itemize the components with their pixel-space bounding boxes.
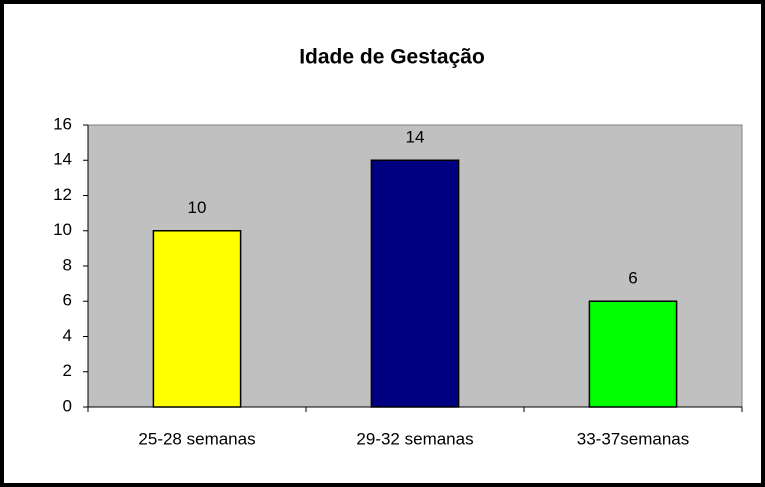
bar <box>588 300 678 408</box>
x-tick-label: 25-28 semanas <box>138 429 255 448</box>
x-tick-label: 33-37semanas <box>577 429 689 448</box>
bar <box>152 230 242 408</box>
y-tick-label: 2 <box>63 361 72 380</box>
y-tick-label: 6 <box>63 291 72 310</box>
y-tick-label: 8 <box>63 255 72 274</box>
bar <box>370 159 460 408</box>
data-label: 10 <box>188 198 207 217</box>
y-tick-label: 14 <box>53 150 72 169</box>
data-label: 14 <box>406 128 425 147</box>
y-tick-label: 10 <box>53 220 72 239</box>
y-tick-label: 0 <box>63 396 72 415</box>
chart-title: Idade de Gestação <box>299 46 485 69</box>
x-tick-label: 29-32 semanas <box>356 429 473 448</box>
data-label: 6 <box>628 269 637 288</box>
y-tick-label: 16 <box>53 114 72 133</box>
y-tick-label: 12 <box>53 185 72 204</box>
y-tick-label: 4 <box>63 326 72 345</box>
